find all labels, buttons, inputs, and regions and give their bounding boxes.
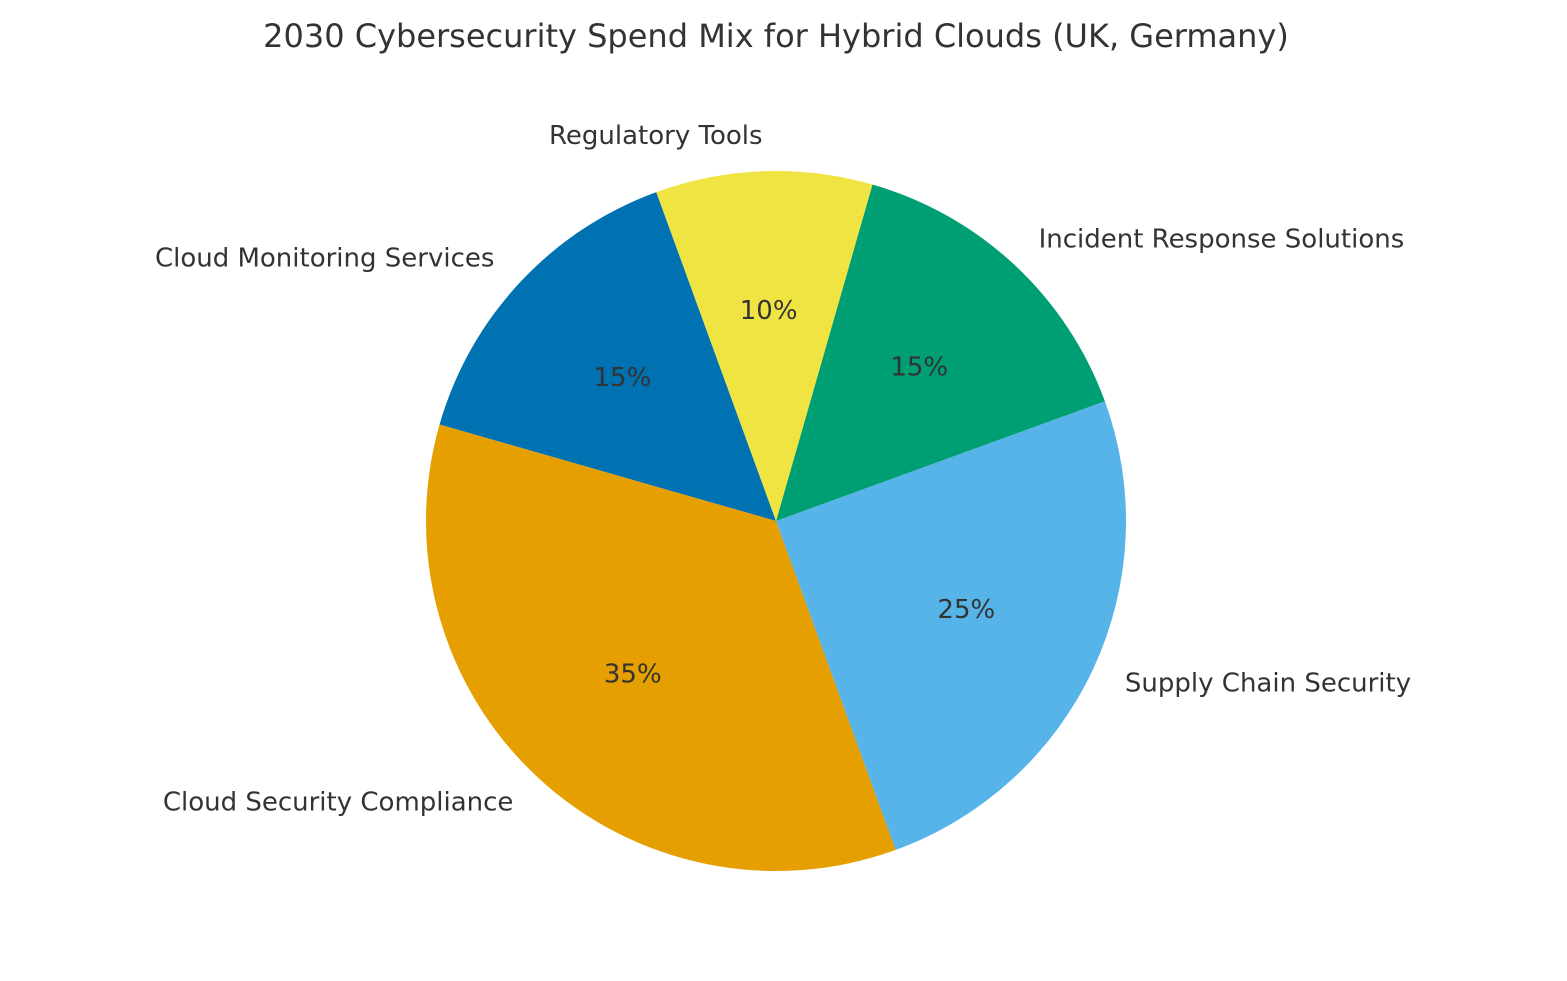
slice-label-incident-response-solutions: Incident Response Solutions [1039,224,1405,254]
pie-slice-cloud-security-compliance [426,424,896,871]
pie-slice-regulatory-tools [656,171,873,521]
slices-layer [426,171,1126,871]
chart-title: 2030 Cybersecurity Spend Mix for Hybrid … [263,17,1289,55]
slice-label-cloud-monitoring-services: Cloud Monitoring Services [155,243,494,273]
labels-layer: 15% Cloud Monitoring Services 35% Cloud Sec… [155,121,1411,817]
pct-label-supply-chain-security: 25% [937,595,995,625]
slice-label-regulatory-tools: Regulatory Tools [549,121,763,151]
pct-label-cloud-monitoring-services: 15% [594,363,652,393]
pct-label-incident-response-solutions: 15% [890,352,948,382]
slice-label-cloud-security-compliance: Cloud Security Compliance [163,788,514,818]
pie-slice-supply-chain-security [776,401,1126,850]
pct-label-cloud-security-compliance: 35% [604,660,662,690]
slice-label-supply-chain-security: Supply Chain Security [1125,669,1411,699]
pie-slice-incident-response-solutions [776,184,1105,521]
pie-slice-cloud-monitoring-services [439,192,776,522]
pct-label-regulatory-tools: 10% [740,296,798,326]
